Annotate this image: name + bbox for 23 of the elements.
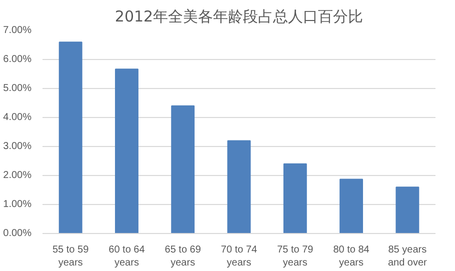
bar [283,163,307,234]
y-tick-label: 5.00% [3,83,32,94]
x-tick-label: 80 to 84 years [333,244,370,269]
y-tick-label: 3.00% [3,141,32,152]
bar [171,105,195,234]
x-tick-label: 55 to 59 years [52,244,90,269]
y-tick-label: 7.00% [3,25,32,36]
x-tick-label: 70 to 74 years [220,244,258,269]
bar [227,140,251,234]
y-tick-label: 1.00% [3,199,32,210]
bar [58,42,82,234]
bar [396,186,420,234]
y-tick-label: 0.00% [3,228,32,239]
y-tick-label: 6.00% [3,54,32,65]
y-tick-label: 4.00% [3,112,32,123]
x-tick-label: 75 to 79 years [277,244,314,269]
x-tick-label: 65 to 69 years [164,244,202,269]
chart-title: 2012年全美各年龄段占总人口百分比 [114,8,364,26]
x-tick-label: 85 years and over [388,244,428,269]
y-tick-label: 2.00% [3,170,32,181]
bar [114,68,138,234]
bar [340,178,364,234]
x-tick-label: 60 to 64 years [108,244,146,269]
